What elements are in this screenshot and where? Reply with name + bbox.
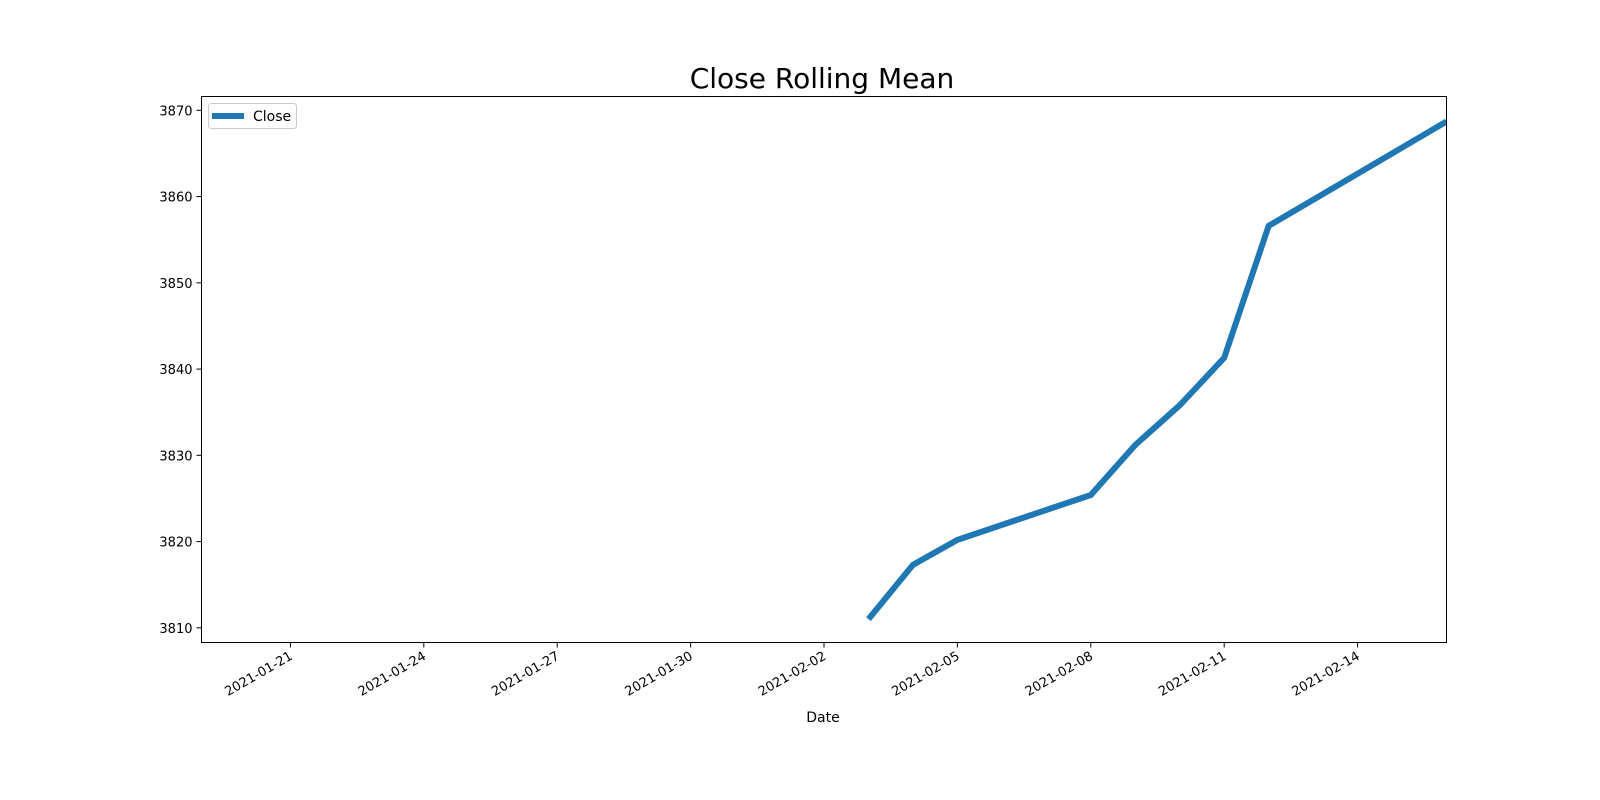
legend: Close: [208, 103, 297, 129]
chart-title: Close Rolling Mean: [690, 62, 955, 95]
y-tick-label: 3810: [159, 622, 192, 637]
series-layer: [866, 118, 1447, 622]
x-axis-label: Date: [806, 710, 839, 726]
legend-box: [208, 103, 297, 129]
series-line-close: [866, 118, 1447, 622]
y-tick-label: 3820: [159, 536, 192, 551]
y-axis: 3810 3820 3830 3840 3850 3860 3870: [159, 104, 202, 637]
y-tick-label: 3840: [159, 363, 192, 378]
legend-label-close: Close: [253, 109, 291, 125]
y-tick-label: 3860: [159, 191, 192, 206]
y-tick-label: 3850: [159, 277, 192, 292]
y-tick-label: 3870: [159, 104, 192, 119]
y-tick-label: 3830: [159, 449, 192, 464]
